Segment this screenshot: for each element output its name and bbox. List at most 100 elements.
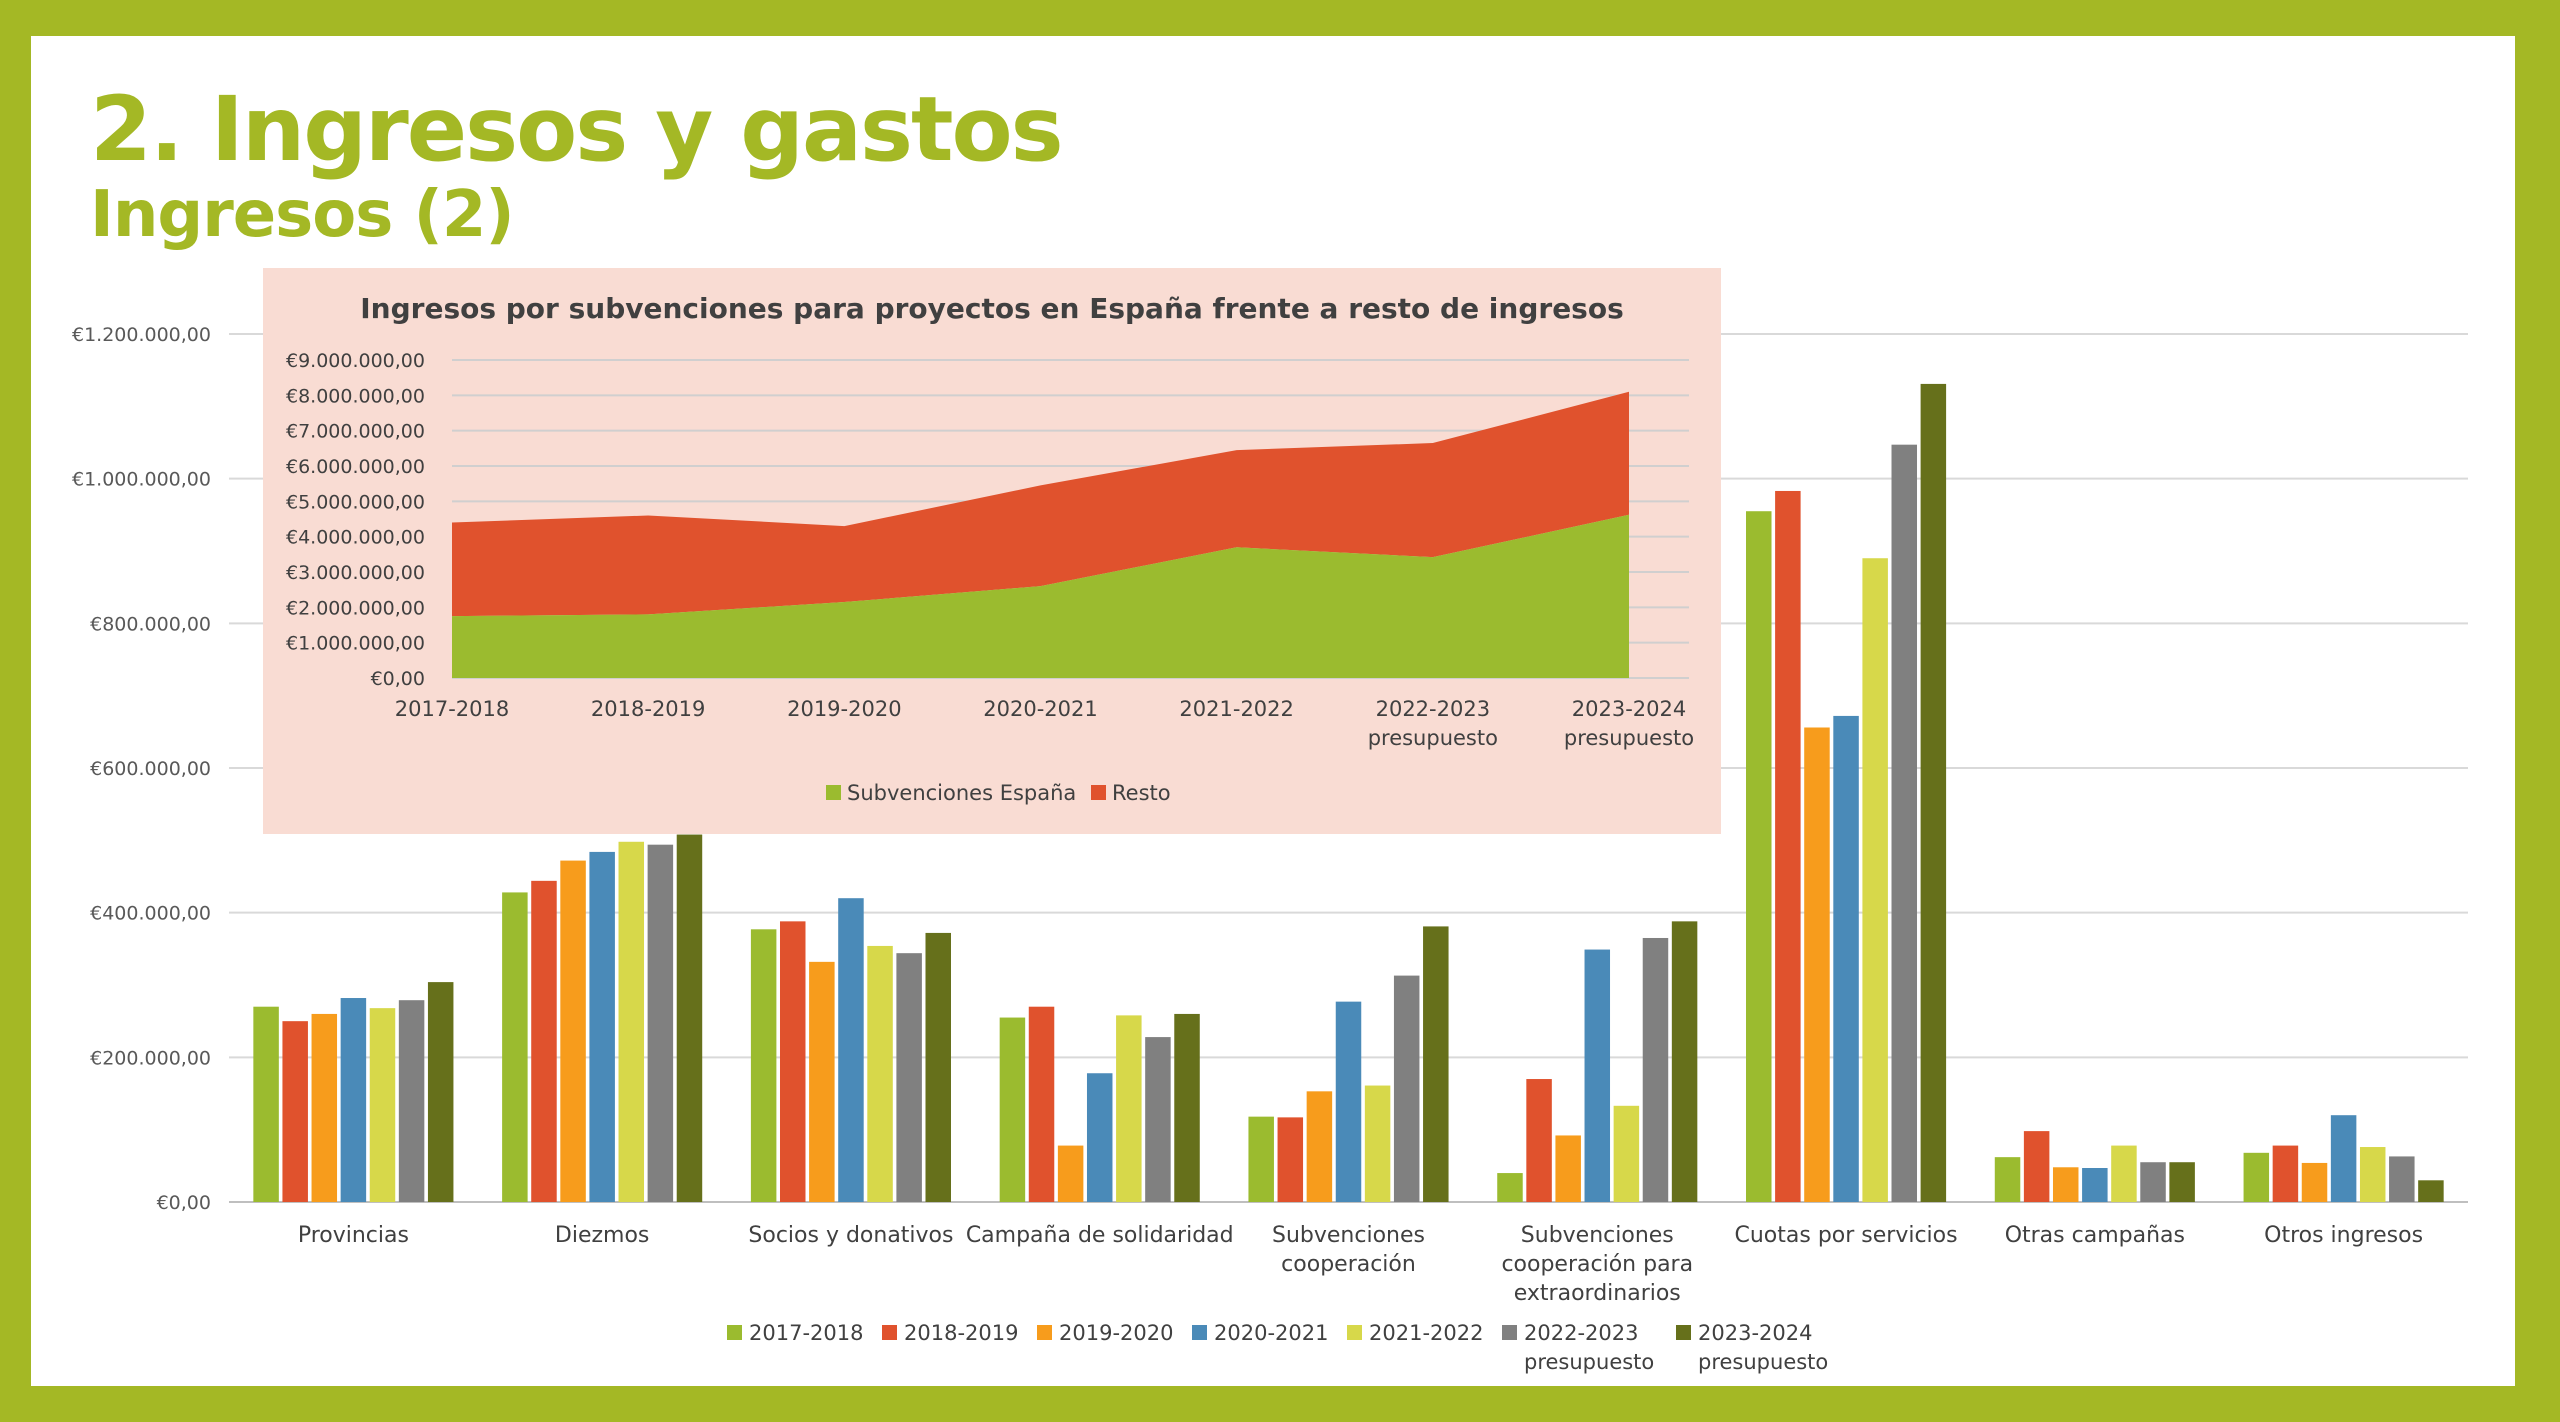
x-category-label: 2021-2022 [1179, 697, 1293, 721]
x-category-label: Cuotas por servicios [1735, 1223, 1958, 1248]
y-tick-label: €6.000.000,00 [286, 456, 425, 478]
bar-chart: €0,00 €200.000,00 €400.000,00 €600.000,00 €8… [72, 324, 2468, 1374]
slide-subtitle: Ingresos (2) [90, 178, 515, 252]
bar [809, 961, 835, 1202]
bar [1086, 1073, 1113, 1202]
legend-label-line: presupuesto [1524, 1350, 1654, 1374]
bar [838, 898, 864, 1202]
x-category-label: 2023-2024 presupuesto [1564, 697, 1694, 750]
bar [1746, 511, 1772, 1202]
x-category-label-line: 2019-2020 [787, 697, 901, 721]
bar [999, 1017, 1026, 1202]
legend-swatch [1676, 1325, 1691, 1340]
x-category-label-line: Socios y donativos [748, 1223, 953, 1248]
bar [1335, 1001, 1362, 1202]
bar [1057, 1145, 1084, 1202]
x-category-label-line: 2023-2024 [1572, 697, 1686, 721]
y-tick-label: €600.000,00 [90, 758, 211, 780]
x-category-label-line: 2022-2023 [1376, 697, 1490, 721]
legend-label: 2022-2023 presupuesto [1524, 1321, 1654, 1374]
legend-label-line: 2021-2022 [1369, 1321, 1483, 1345]
bar [647, 844, 674, 1202]
area-resto [452, 391, 1629, 617]
legend-swatch [826, 785, 841, 800]
area-chart: Ingresos por subvenciones para proyectos… [286, 292, 1694, 805]
x-category-label-line: Campaña de solidaridad [966, 1223, 1234, 1248]
bar [1423, 926, 1449, 1202]
legend-swatch [1502, 1325, 1517, 1340]
legend-label: 2023-2024 presupuesto [1698, 1321, 1828, 1374]
x-category-label-line: presupuesto [1564, 726, 1694, 750]
x-category-label: 2017-2018 [395, 697, 509, 721]
x-category-label: Subvenciones cooperación [1272, 1223, 1425, 1277]
bar [1613, 1105, 1640, 1202]
bar [1555, 1135, 1581, 1202]
bar [618, 841, 645, 1202]
x-category-label-line: Otras campañas [2005, 1223, 2185, 1248]
bar [369, 1008, 396, 1202]
bar [896, 953, 922, 1202]
bar [311, 1013, 338, 1202]
x-category-label: Otras campañas [2005, 1223, 2185, 1248]
bar [1497, 1173, 1523, 1202]
y-tick-label: €1.000.000,00 [72, 469, 211, 491]
bar [1891, 444, 1918, 1202]
legend-label-line: 2022-2023 [1524, 1321, 1638, 1345]
legend-label: 2017-2018 [749, 1321, 863, 1345]
bar [1248, 1116, 1274, 1202]
x-category-label-line: 2017-2018 [395, 697, 509, 721]
legend-label: 2020-2021 [1214, 1321, 1328, 1345]
bar [253, 1006, 279, 1202]
x-category-label-line: Provincias [298, 1223, 409, 1248]
bar [560, 860, 586, 1202]
bar [2140, 1162, 2166, 1202]
y-tick-label: €0,00 [371, 668, 425, 690]
legend-swatch [882, 1325, 897, 1340]
bar [2023, 1131, 2050, 1202]
legend-label-line: 2019-2020 [1059, 1321, 1173, 1345]
area-subvenciones-espana [452, 514, 1629, 678]
y-tick-label: €5.000.000,00 [286, 491, 425, 513]
y-tick-label: €200.000,00 [90, 1047, 211, 1069]
bar [1306, 1091, 1333, 1202]
x-category-label: 2022-2023 presupuesto [1368, 697, 1498, 750]
legend-label-line: 2020-2021 [1214, 1321, 1328, 1345]
x-category-label: 2018-2019 [591, 697, 705, 721]
bar [1775, 490, 1801, 1202]
legend-label: 2018-2019 [904, 1321, 1018, 1345]
bar [2243, 1152, 2270, 1202]
bar [2052, 1167, 2079, 1202]
legend-label-line: presupuesto [1698, 1350, 1828, 1374]
bar [1145, 1037, 1171, 1202]
bar [502, 892, 528, 1202]
bar [1028, 1006, 1055, 1202]
bar [676, 834, 703, 1202]
inset-chart-panel: Ingresos por subvenciones para proyectos… [263, 268, 1721, 834]
y-tick-label: €4.000.000,00 [286, 527, 425, 549]
bar [1920, 383, 1947, 1202]
legend-label-line: 2023-2024 [1698, 1321, 1812, 1345]
bar [779, 921, 806, 1202]
x-category-label-line: extraordinarios [1514, 1281, 1681, 1306]
slide: 2. Ingresos y gastos Ingresos (2) €0,00 €… [31, 36, 2515, 1386]
bar [589, 851, 615, 1202]
bar [1393, 975, 1420, 1202]
x-category-label-line: Otros ingresos [2264, 1223, 2423, 1248]
bar [2418, 1180, 2444, 1202]
x-category-label: 2020-2021 [983, 697, 1097, 721]
x-category-label-line: 2020-2021 [983, 697, 1097, 721]
bar [282, 1021, 308, 1202]
x-category-label-line: 2021-2022 [1179, 697, 1293, 721]
legend-label: Subvenciones España [847, 781, 1076, 805]
bar [1833, 715, 1859, 1202]
y-tick-label: €0,00 [157, 1192, 211, 1214]
x-category-label: Otros ingresos [2264, 1223, 2423, 1248]
y-tick-label: €9.000.000,00 [286, 350, 425, 372]
y-tick-label: €3.000.000,00 [286, 562, 425, 584]
y-tick-label: €1.200.000,00 [72, 324, 211, 346]
bar [1671, 921, 1698, 1202]
bar [750, 929, 777, 1202]
legend-swatch [1192, 1325, 1207, 1340]
bar [1174, 1013, 1200, 1202]
bar [925, 932, 951, 1202]
